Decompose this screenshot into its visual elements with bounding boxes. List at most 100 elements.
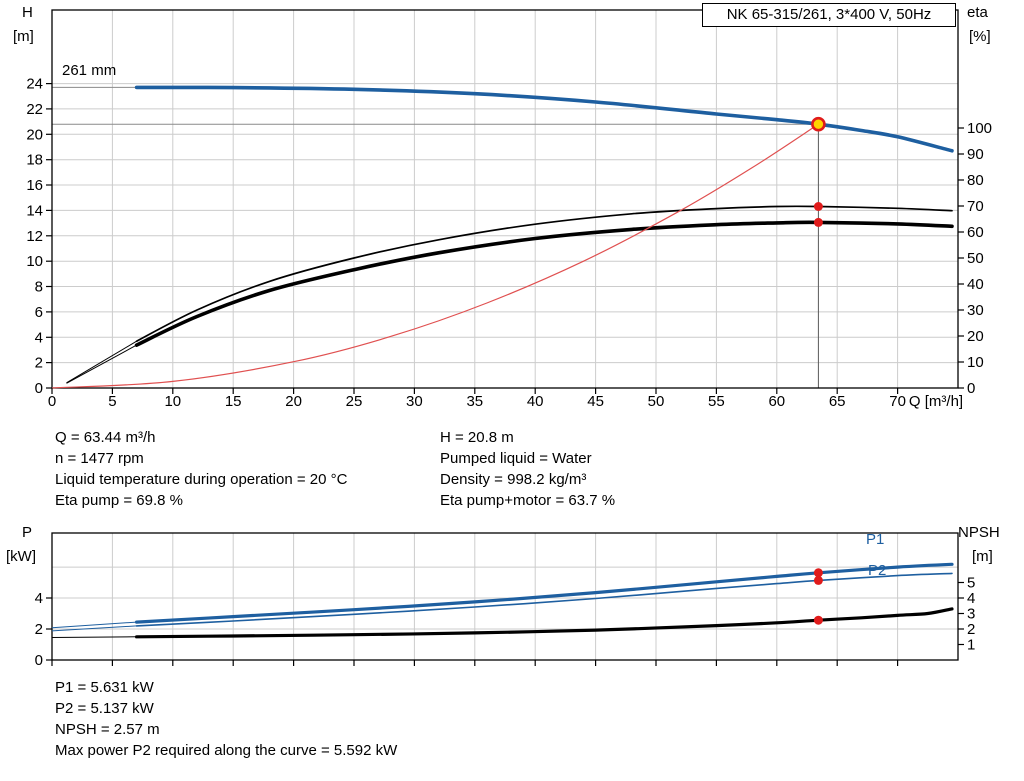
- y-right-tick-label: 1: [967, 637, 975, 654]
- series-p2-thin-ext: [51, 625, 137, 632]
- x-tick-label: 30: [406, 393, 423, 410]
- y-left-tick-label: 14: [26, 202, 43, 219]
- y-left-tick-label: 16: [26, 177, 43, 194]
- y-left-tick-label: 4: [35, 329, 43, 346]
- eta-pump-duty-dot: [813, 202, 823, 211]
- y-left-tick-label: 2: [35, 621, 43, 638]
- y-left-axis-title: P: [22, 524, 32, 541]
- info-eta-pump-motor: Eta pump+motor = 63.7 %: [440, 492, 616, 509]
- info-speed: n = 1477 rpm: [55, 450, 144, 467]
- gridlines: [52, 533, 958, 660]
- y-left-tick-label: 10: [26, 253, 43, 270]
- y-right-axis-unit: [m]: [972, 548, 993, 565]
- p1-duty-dot: [813, 568, 823, 578]
- y-left-tick-label: 12: [26, 228, 43, 245]
- x-tick-label: 35: [466, 393, 483, 410]
- x-tick-label: 50: [648, 393, 665, 410]
- series-eta-pump-thin-ext: [66, 340, 137, 384]
- y-right-tick-label: 10: [967, 354, 984, 371]
- axis-ticks: [46, 82, 964, 394]
- x-tick-label: 55: [708, 393, 725, 410]
- info-p2: P2 = 5.137 kW: [55, 700, 154, 717]
- y-right-tick-label: 0: [967, 380, 975, 397]
- info-eta-pump: Eta pump = 69.8 %: [55, 492, 183, 509]
- y-left-tick-label: 0: [35, 652, 43, 669]
- y-right-tick-label: 70: [967, 198, 984, 215]
- duty-point: [811, 116, 826, 132]
- x-tick-label: 60: [768, 393, 785, 410]
- info-liquid-temperature: Liquid temperature during operation = 20…: [55, 471, 348, 488]
- x-tick-label: 40: [527, 393, 544, 410]
- y-left-tick-label: 6: [35, 304, 43, 321]
- x-axis-title: Q [m³/h]: [909, 393, 963, 410]
- series-eta-pump-motor-thin-ext: [66, 344, 137, 384]
- info-head: H = 20.8 m: [440, 429, 514, 446]
- series-npsh: [135, 607, 954, 639]
- y-right-axis-unit: [%]: [969, 28, 991, 45]
- y-left-tick-label: 8: [35, 279, 43, 296]
- axis-ticks: [46, 581, 964, 666]
- series-p2: [135, 572, 953, 627]
- y-left-tick-label: 2: [35, 355, 43, 372]
- y-right-axis-title: eta: [967, 4, 989, 21]
- y-right-tick-label: 40: [967, 276, 984, 293]
- y-right-tick-label: 3: [967, 606, 975, 623]
- series-p1-thin-ext: [51, 621, 137, 629]
- y-left-tick-label: 20: [26, 126, 43, 143]
- info-flow: Q = 63.44 m³/h: [55, 429, 156, 446]
- gridlines: [52, 10, 958, 388]
- y-left-axis-unit: [m]: [13, 28, 34, 45]
- pump-type-box: NK 65-315/261, 3*400 V, 50Hz: [702, 3, 956, 27]
- info-p1: P1 = 5.631 kW: [55, 679, 154, 696]
- y-right-tick-label: 90: [967, 146, 984, 163]
- y-right-tick-label: 2: [967, 621, 975, 638]
- p2-duty-dot: [813, 575, 823, 585]
- p1-curve-label: P1: [866, 531, 884, 548]
- y-left-tick-label: 4: [35, 590, 43, 607]
- x-tick-label: 10: [164, 393, 181, 410]
- y-left-tick-label: 24: [26, 76, 43, 93]
- series-eta-pump-motor: [134, 220, 954, 347]
- y-left-axis-unit: [kW]: [6, 548, 36, 565]
- info-density: Density = 998.2 kg/m³: [440, 471, 587, 488]
- x-tick-label: 20: [285, 393, 302, 410]
- y-left-tick-label: 18: [26, 152, 43, 169]
- p2-curve-label: P2: [868, 562, 886, 579]
- y-right-tick-label: 80: [967, 172, 984, 189]
- series-eta-pump: [135, 205, 953, 343]
- y-right-tick-label: 50: [967, 250, 984, 267]
- y-left-tick-label: 0: [35, 380, 43, 397]
- x-tick-label: 5: [108, 393, 116, 410]
- x-tick-label: 70: [889, 393, 906, 410]
- info-npsh: NPSH = 2.57 m: [55, 721, 160, 738]
- plot-border: [51, 9, 959, 389]
- y-right-axis-title: NPSH: [958, 524, 1000, 541]
- x-tick-label: 65: [829, 393, 846, 410]
- power-info-block: P1 = 5.631 kW P2 = 5.137 kW NPSH = 2.57 …: [55, 677, 397, 761]
- duty-info-right: H = 20.8 m Pumped liquid = Water Density…: [440, 427, 615, 511]
- x-tick-label: 45: [587, 393, 604, 410]
- series-p1: [135, 562, 954, 624]
- info-max-power: Max power P2 required along the curve = …: [55, 742, 398, 759]
- x-tick-label: 25: [346, 393, 363, 410]
- duty-info-left: Q = 63.44 m³/h n = 1477 rpm Liquid tempe…: [55, 427, 347, 511]
- plot-border: [51, 532, 959, 661]
- y-left-tick-label: 22: [26, 101, 43, 118]
- impeller-diameter-label: 261 mm: [62, 62, 116, 79]
- series-system-curve: [51, 123, 819, 389]
- y-right-tick-label: 60: [967, 224, 984, 241]
- y-right-tick-label: 5: [967, 575, 975, 592]
- series-head-261: [134, 85, 954, 153]
- x-tick-label: 0: [48, 393, 56, 410]
- y-right-tick-label: 4: [967, 590, 975, 607]
- series-npsh-thin-ext: [51, 636, 137, 638]
- y-right-tick-label: 100: [967, 120, 992, 137]
- head-eta-chart: 0 5 10 15 20 25 30 35 40 45 50 55 60 65 70024681012141…: [13, 4, 992, 410]
- info-pumped-liquid: Pumped liquid = Water: [440, 450, 592, 467]
- eta-pump-motor-duty-dot: [813, 217, 823, 227]
- npsh-duty-dot: [813, 615, 823, 625]
- x-tick-label: 15: [225, 393, 242, 410]
- y-right-tick-label: 30: [967, 302, 984, 319]
